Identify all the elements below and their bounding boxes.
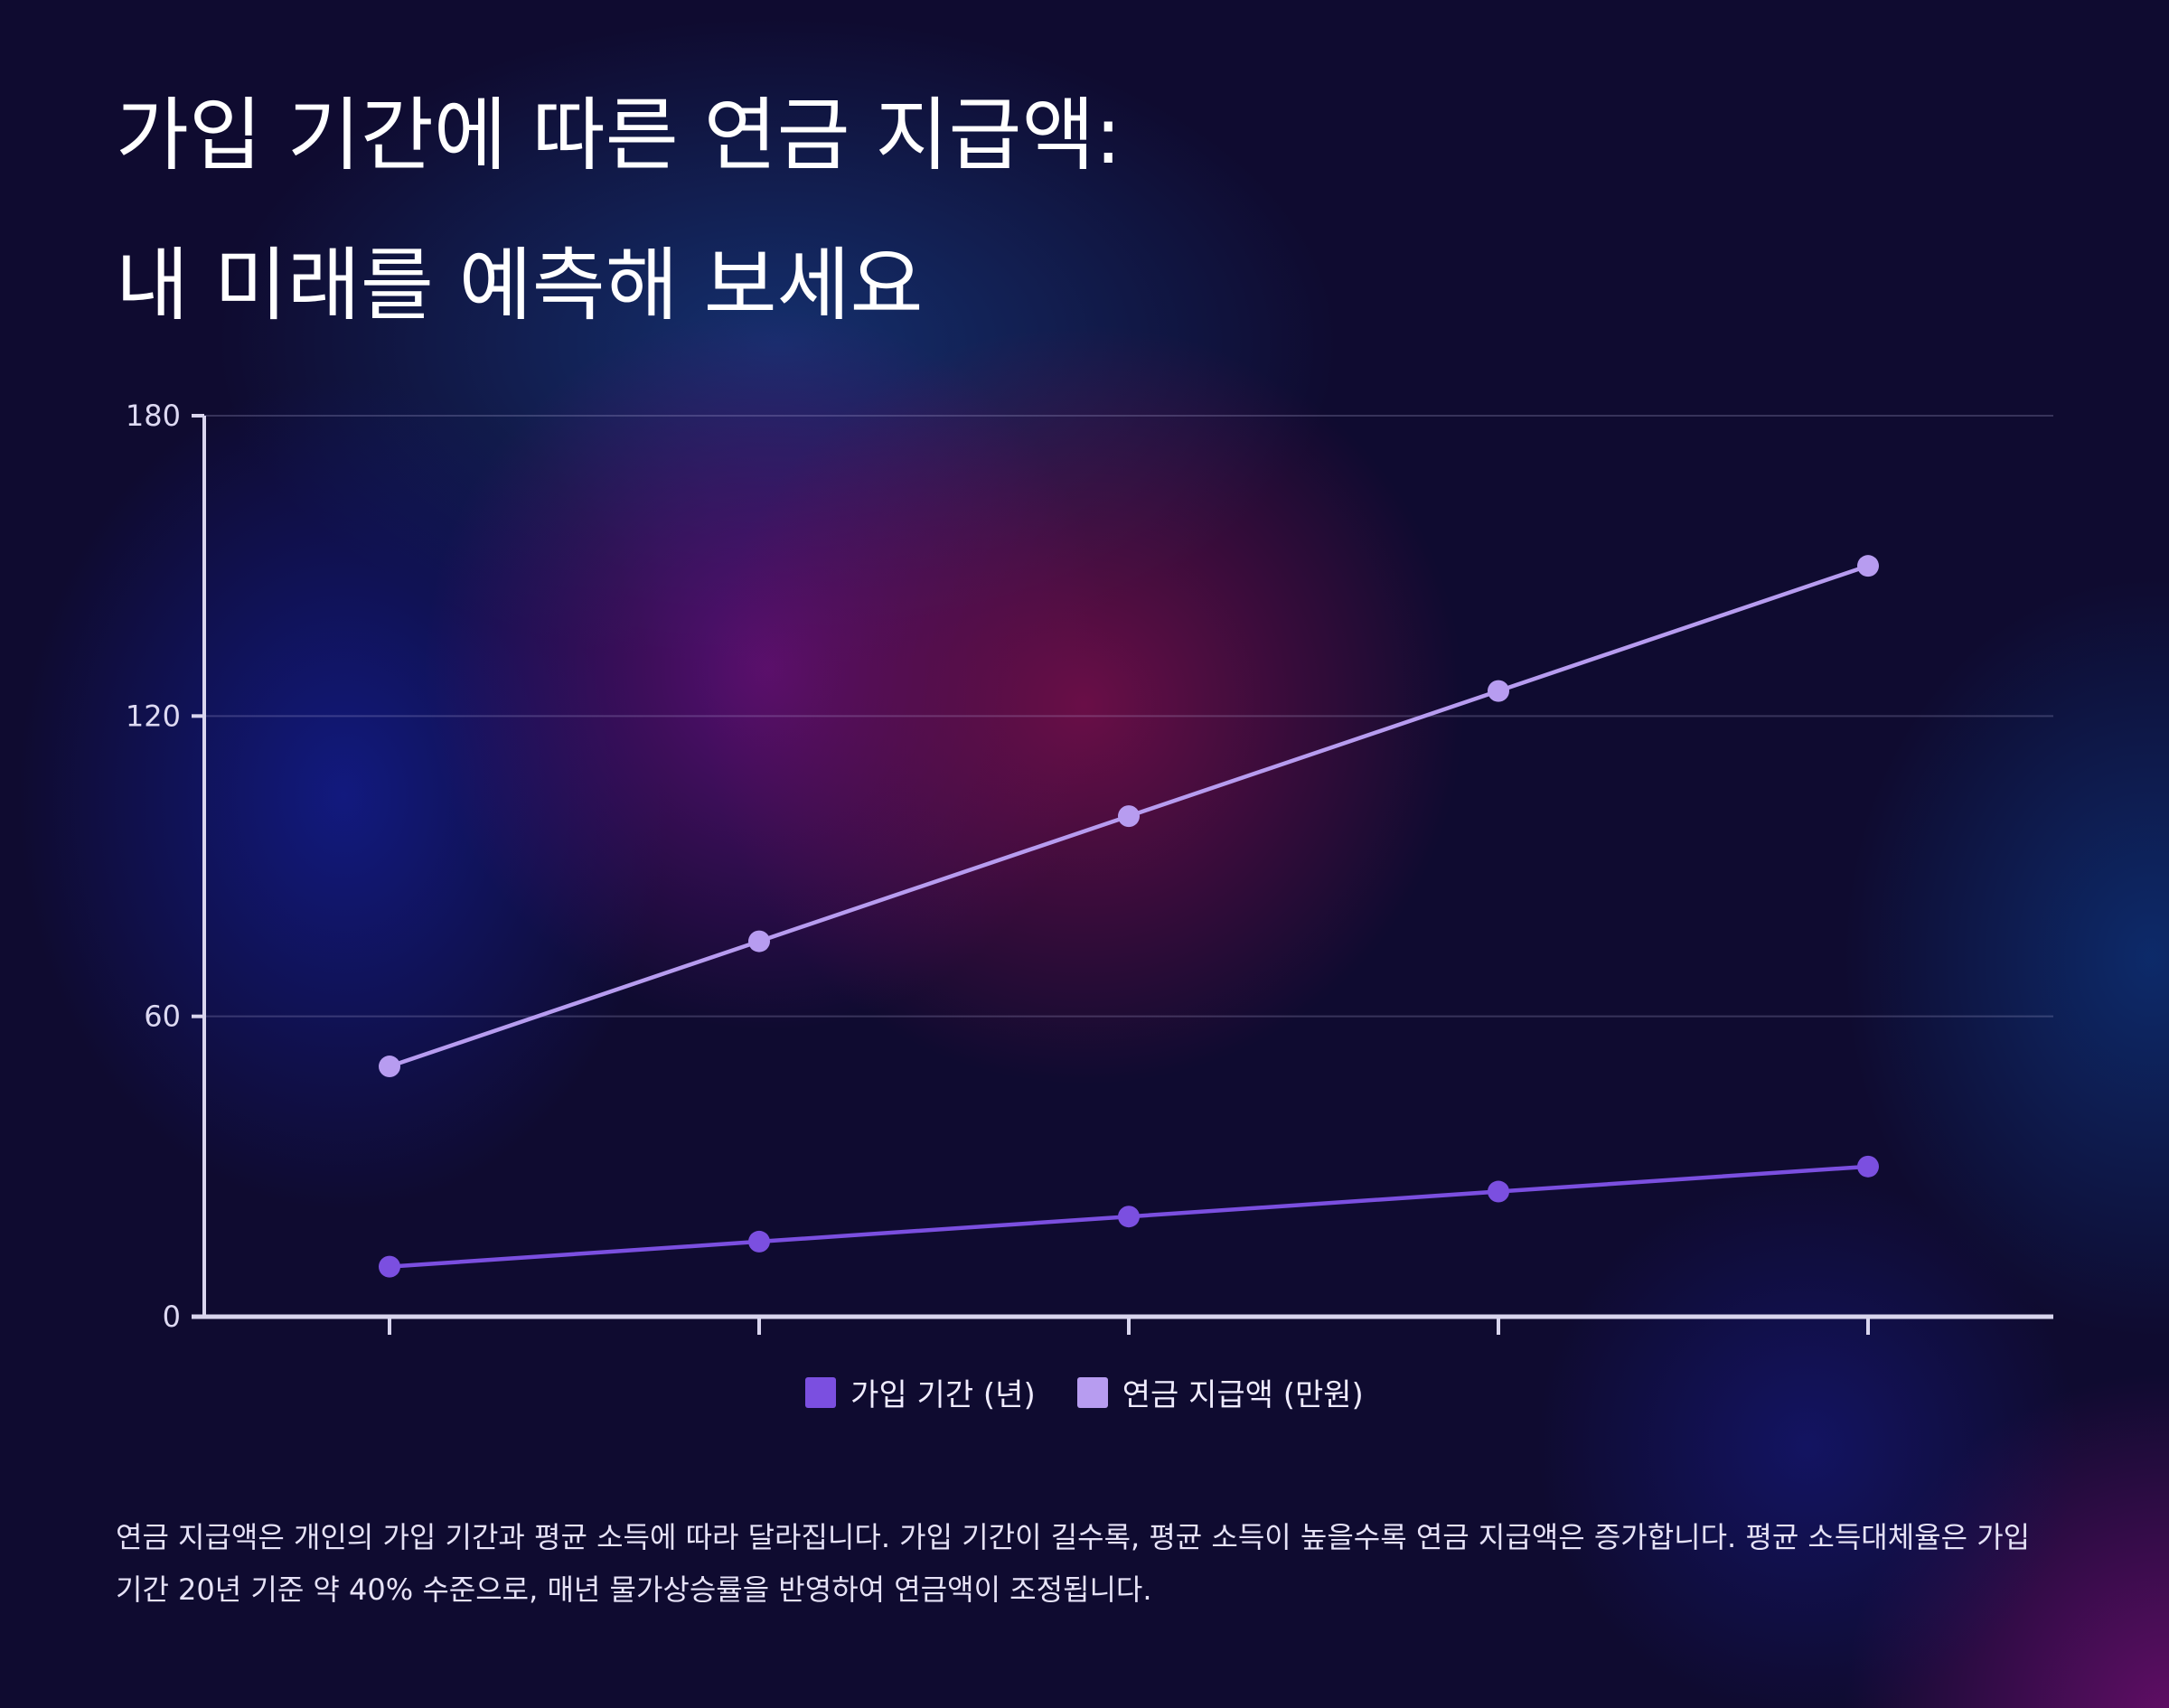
series-lines: [379, 555, 1879, 1278]
chart-legend: 가입 기간 (년) 연금 지급액 (만원): [0, 1370, 2169, 1414]
y-tick-label: 120: [126, 699, 181, 733]
legend-label-pension-amount: 연금 지급액 (만원): [1122, 1377, 1364, 1413]
chart-title-line-1: 가입 기간에 따른 연금 지급액:: [116, 89, 1122, 182]
data-point: [1857, 555, 1879, 577]
y-tick-label: 0: [163, 1300, 181, 1334]
chart-footnote: 연금 지급액은 개인의 가입 기간과 평균 소득에 따라 달라집니다. 가입 기…: [116, 1520, 2031, 1607]
legend-swatch-subscription-period: [805, 1376, 837, 1408]
data-point: [1118, 805, 1140, 828]
data-point: [1118, 1206, 1140, 1228]
data-point: [1488, 680, 1509, 702]
data-point: [379, 1056, 400, 1078]
data-point: [748, 1230, 770, 1253]
axes: 0 60 120 180: [126, 399, 2053, 1335]
legend-label-subscription-period: 가입 기간 (년): [850, 1377, 1036, 1413]
chart-title-line-2: 내 미래를 예측해 보세요: [116, 239, 924, 332]
data-point: [1857, 1155, 1879, 1178]
data-point: [1488, 1180, 1509, 1203]
data-point: [748, 930, 770, 953]
legend-item-subscription-period[interactable]: 가입 기간 (년): [805, 1370, 1036, 1414]
y-tick-label: 180: [126, 399, 181, 433]
grid-lines: [204, 415, 2053, 1018]
y-tick-label: 60: [144, 999, 181, 1034]
legend-swatch-pension-amount: [1076, 1376, 1108, 1408]
line-chart: 0 60 120 180: [126, 399, 2053, 1335]
legend-item-pension-amount[interactable]: 연금 지급액 (만원): [1076, 1370, 1364, 1414]
data-point: [379, 1255, 400, 1278]
